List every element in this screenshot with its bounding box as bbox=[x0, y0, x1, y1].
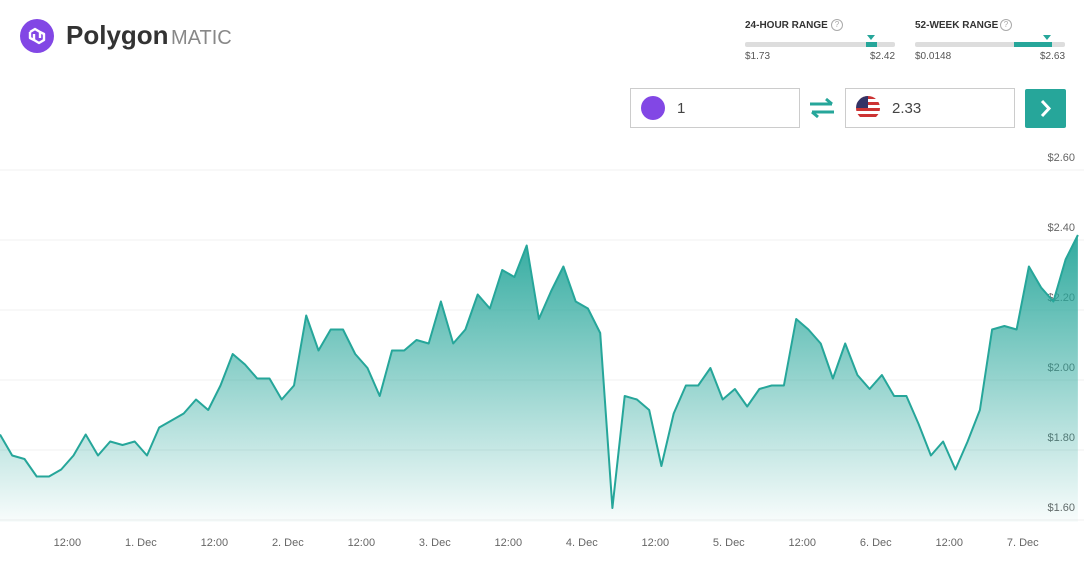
range-fill bbox=[1014, 42, 1052, 47]
range-label: 52-WEEK RANGE bbox=[915, 20, 999, 31]
range-high: $2.42 bbox=[870, 51, 896, 62]
x-tick-label: 3. Dec bbox=[419, 537, 451, 549]
x-tick-label: 12:00 bbox=[789, 537, 817, 549]
x-tick-label: 12:00 bbox=[642, 537, 670, 549]
x-tick-label: 12:00 bbox=[495, 537, 523, 549]
result-value: 2.33 bbox=[892, 100, 922, 117]
area-fill bbox=[0, 235, 1078, 522]
x-tick-label: 12:00 bbox=[54, 537, 82, 549]
x-tick-label: 12:00 bbox=[348, 537, 376, 549]
price-line bbox=[0, 234, 1079, 509]
result-input[interactable]: 2.33 bbox=[845, 88, 1015, 128]
flag-icon bbox=[856, 96, 880, 120]
coin-logo bbox=[20, 19, 54, 53]
x-tick-label: 12:00 bbox=[201, 537, 229, 549]
x-tick-label: 12:00 bbox=[935, 537, 963, 549]
y-tick-label: $2.40 bbox=[1047, 222, 1075, 234]
x-tick-label: 7. Dec bbox=[1007, 537, 1039, 549]
help-icon[interactable]: ? bbox=[1000, 19, 1012, 31]
range-high: $2.63 bbox=[1040, 51, 1066, 62]
range-low: $1.73 bbox=[745, 51, 771, 62]
x-tick-label: 1. Dec bbox=[125, 537, 157, 549]
range-bar bbox=[915, 42, 1065, 47]
x-tick-label: 5. Dec bbox=[713, 537, 745, 549]
x-tick-label: 6. Dec bbox=[860, 537, 892, 549]
amount-input[interactable]: 1 bbox=[630, 88, 800, 128]
range-fill bbox=[866, 42, 877, 47]
range-low: $0.0148 bbox=[915, 51, 952, 62]
swap-icon[interactable] bbox=[808, 96, 836, 120]
convert-button[interactable] bbox=[1025, 89, 1066, 128]
range-marker bbox=[867, 35, 875, 40]
help-icon[interactable]: ? bbox=[831, 19, 843, 31]
range-marker bbox=[1043, 35, 1051, 40]
amount-value: 1 bbox=[677, 100, 686, 117]
y-tick-label: $2.60 bbox=[1047, 152, 1075, 164]
range-bar bbox=[745, 42, 895, 47]
coin-icon bbox=[641, 96, 665, 120]
coin-name: Polygon bbox=[66, 20, 169, 50]
x-tick-label: 2. Dec bbox=[272, 537, 304, 549]
coin-symbol: MATIC bbox=[171, 27, 232, 49]
x-tick-label: 4. Dec bbox=[566, 537, 598, 549]
range-label: 24-HOUR RANGE bbox=[745, 20, 828, 31]
